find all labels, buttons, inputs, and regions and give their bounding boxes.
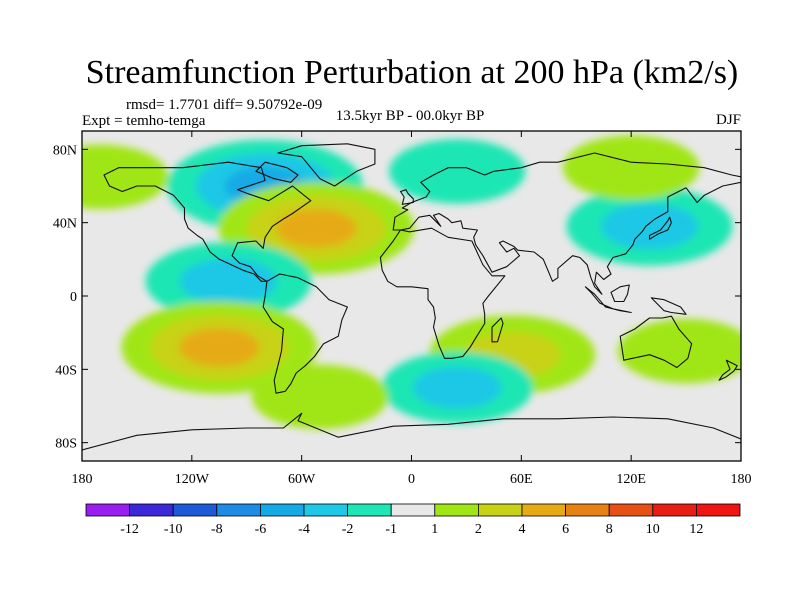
colorbar-swatch	[259, 503, 305, 517]
coastline-madagascar	[491, 317, 504, 343]
anomaly-blob	[413, 366, 502, 409]
anomaly-blob	[178, 328, 260, 367]
anomaly-blob	[276, 209, 357, 248]
colorbar-label: -8	[211, 522, 223, 537]
y-tick-label: 40S	[55, 363, 77, 378]
colorbar-swatch	[303, 503, 348, 517]
colorbar-swatch	[696, 503, 741, 517]
anomaly-blob	[562, 135, 700, 200]
coastline-south-america	[262, 273, 348, 394]
anomaly-blob	[601, 203, 698, 250]
coastline-antarctica	[82, 412, 741, 451]
y-tick-label: 0	[70, 290, 77, 305]
map-axes: 180 120W 60W 0 60E 120E 180 80N 40N 0 40S 80S	[53, 131, 752, 487]
y-tick-label: 40N	[53, 217, 77, 232]
colorbar-label: -1	[385, 522, 397, 537]
colorbar-swatch	[608, 503, 654, 517]
period-label: 13.5kyr BP - 00.0kyr BP	[336, 108, 485, 124]
coastline-australia	[619, 315, 693, 369]
x-tick-label: 180	[731, 472, 752, 487]
colorbar-swatch	[129, 503, 174, 517]
map-area	[82, 131, 741, 461]
colorbar-swatch	[652, 503, 697, 517]
colorbar-label: -2	[342, 522, 354, 537]
x-tick-label: 0	[408, 472, 415, 487]
colorbar-label: -4	[298, 522, 310, 537]
coastline-greenland	[277, 143, 376, 187]
colorbar-swatch	[390, 503, 436, 517]
colorbar-label: 2	[475, 522, 482, 537]
coastline-eurasia	[392, 152, 741, 295]
anomaly-blob	[617, 318, 741, 384]
colorbar-label: -10	[164, 522, 183, 537]
x-tick-label: 60E	[510, 472, 533, 487]
y-tick-label: 80S	[55, 437, 77, 452]
x-tick-label: 120E	[616, 472, 646, 487]
colorbar-label: -12	[120, 522, 139, 537]
colorbar-label: 4	[519, 522, 526, 537]
experiment-label: Expt = temho-temga	[82, 113, 206, 129]
colorbar-label: 1	[431, 522, 438, 537]
coastline-new-zealand	[718, 359, 738, 381]
colorbar-swatch	[85, 503, 130, 517]
anomaly-blob	[251, 364, 389, 430]
coastline-north-america	[103, 161, 312, 282]
coastline-indonesia	[584, 286, 632, 314]
colorbar-swatch	[434, 503, 479, 517]
colorbar-label: 6	[562, 522, 569, 537]
stats-label: rmsd= 1.7701 diff= 9.50792e-09	[126, 97, 322, 113]
colorbar-swatch	[172, 503, 218, 517]
colorbar-swatch	[216, 503, 261, 517]
coastline-japan	[648, 216, 672, 240]
coastline-africa	[379, 227, 506, 359]
colorbar-label: 12	[689, 522, 703, 537]
coastline-borneo	[610, 284, 630, 303]
colorbar-swatch	[347, 503, 392, 517]
coastline-new-guinea	[650, 297, 687, 315]
colorbar-swatch	[477, 503, 523, 517]
x-tick-label: 120W	[175, 472, 210, 487]
anomaly-blob	[82, 144, 169, 210]
colorbar-swatch	[521, 503, 566, 517]
x-tick-label: 60W	[288, 472, 316, 487]
x-tick-label: 180	[72, 472, 93, 487]
colorbar-label: -6	[255, 522, 267, 537]
chart-title: Streamfunction Perturbation at 200 hPa (…	[86, 54, 739, 91]
colorbar-label: 8	[606, 522, 613, 537]
season-label: DJF	[716, 112, 741, 128]
coastline-britain	[399, 189, 414, 205]
anomaly-blob	[389, 139, 526, 204]
colorbar-swatch	[565, 503, 610, 517]
anomaly-field	[82, 135, 741, 430]
coastlines	[82, 143, 741, 451]
axis-ticks	[81, 131, 742, 461]
colorbar-label: 10	[646, 522, 660, 537]
colorbar: -12 -10 -8 -6 -4 -2 -1 1 2 4 6 8 10 12	[85, 503, 741, 537]
coastline-baffin	[255, 161, 299, 183]
y-tick-label: 80N	[53, 143, 77, 158]
